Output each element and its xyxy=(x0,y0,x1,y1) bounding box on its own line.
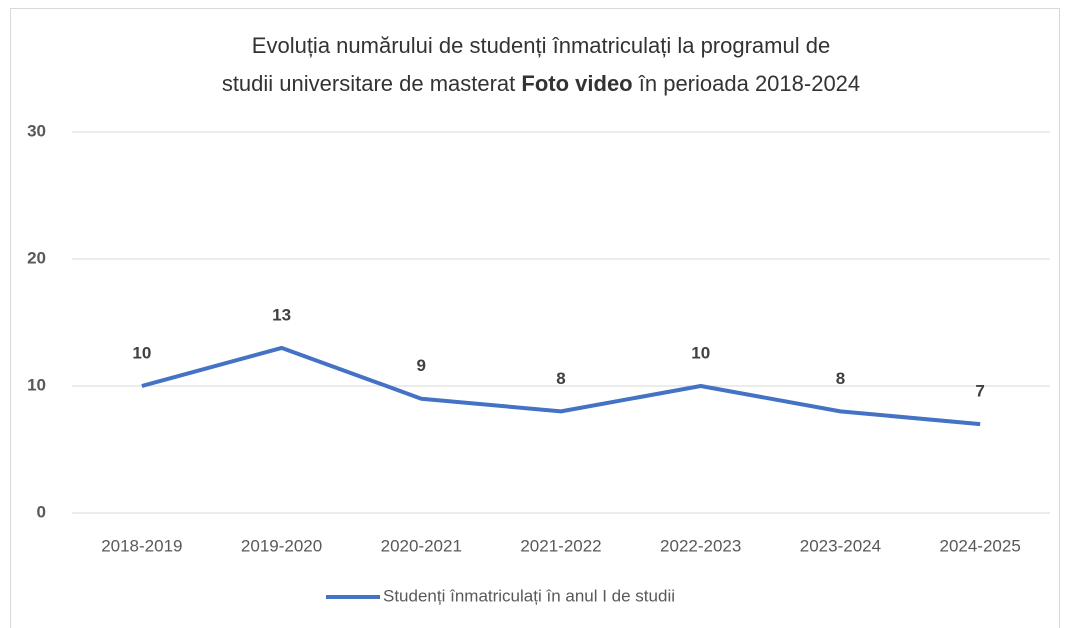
data-label: 8 xyxy=(556,369,565,388)
data-line xyxy=(141,345,981,427)
title-bold: Foto video xyxy=(521,71,632,96)
x-tick-label: 2018-2019 xyxy=(101,536,182,555)
chart-title: studii universitare de masterat Foto vid… xyxy=(222,71,860,96)
chart-frame xyxy=(10,8,1060,628)
x-tick-label: 2022-2023 xyxy=(660,536,741,555)
data-label: 8 xyxy=(836,369,845,388)
data-label: 10 xyxy=(691,343,710,362)
title-part: studii universitare de masterat xyxy=(222,71,515,96)
x-tick-label: 2024-2025 xyxy=(939,536,1020,555)
y-tick-label: 10 xyxy=(27,375,46,394)
y-tick-label: 0 xyxy=(37,502,46,521)
x-tick-label: 2023-2024 xyxy=(800,536,881,555)
data-label: 9 xyxy=(417,356,426,375)
legend-label: Studenți înmatriculați în anul I de stud… xyxy=(383,586,675,605)
title-part: în perioada 2018-2024 xyxy=(638,71,860,96)
x-tick-label: 2020-2021 xyxy=(381,536,462,555)
x-tick-label: 2021-2022 xyxy=(520,536,601,555)
chart-title: Evoluția numărului de studenți înmatricu… xyxy=(252,33,830,58)
x-tick-label: 2019-2020 xyxy=(241,536,322,555)
data-label: 7 xyxy=(975,382,984,401)
y-tick-label: 20 xyxy=(27,248,46,267)
y-tick-label: 30 xyxy=(27,121,46,140)
data-label: 10 xyxy=(132,343,151,362)
data-label: 13 xyxy=(272,305,291,324)
